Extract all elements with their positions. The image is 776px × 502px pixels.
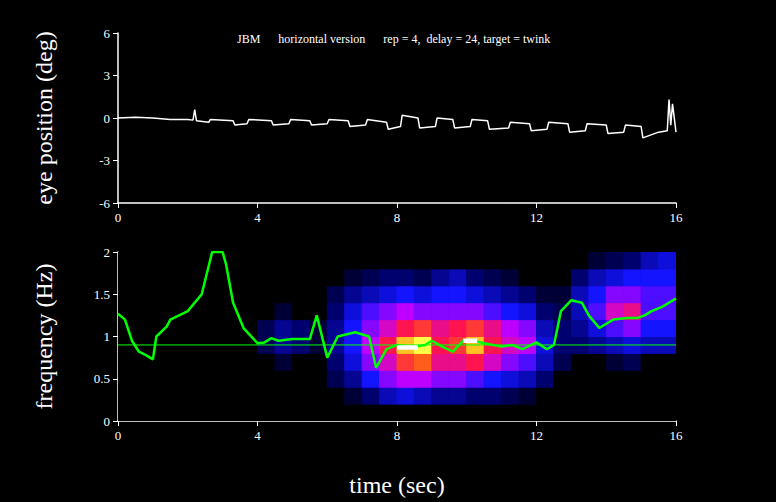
svg-text:0: 0 — [115, 428, 122, 443]
svg-text:0: 0 — [115, 210, 122, 225]
svg-text:JBM horizontal version: JBM horizontal version rep = 4, delay = … — [237, 32, 550, 46]
svg-text:0.5: 0.5 — [94, 371, 110, 386]
svg-text:16: 16 — [670, 428, 684, 443]
svg-text:8: 8 — [394, 428, 401, 443]
svg-text:4: 4 — [254, 428, 261, 443]
svg-text:-3: -3 — [99, 153, 110, 168]
svg-text:1: 1 — [104, 329, 111, 344]
svg-text:0: 0 — [104, 111, 111, 126]
svg-text:-6: -6 — [99, 196, 110, 211]
svg-text:12: 12 — [530, 428, 543, 443]
svg-text:time (sec): time (sec) — [349, 472, 444, 498]
svg-text:6: 6 — [104, 26, 111, 41]
svg-text:16: 16 — [670, 210, 684, 225]
svg-text:8: 8 — [394, 210, 401, 225]
svg-text:3: 3 — [104, 68, 111, 83]
svg-text:1.5: 1.5 — [94, 287, 110, 302]
svg-text:4: 4 — [254, 210, 261, 225]
svg-text:12: 12 — [530, 210, 543, 225]
svg-text:frequency (Hz): frequency (Hz) — [31, 264, 57, 410]
svg-text:2: 2 — [104, 245, 111, 260]
svg-text:eye position (deg): eye position (deg) — [31, 31, 57, 204]
svg-text:0: 0 — [104, 414, 111, 429]
